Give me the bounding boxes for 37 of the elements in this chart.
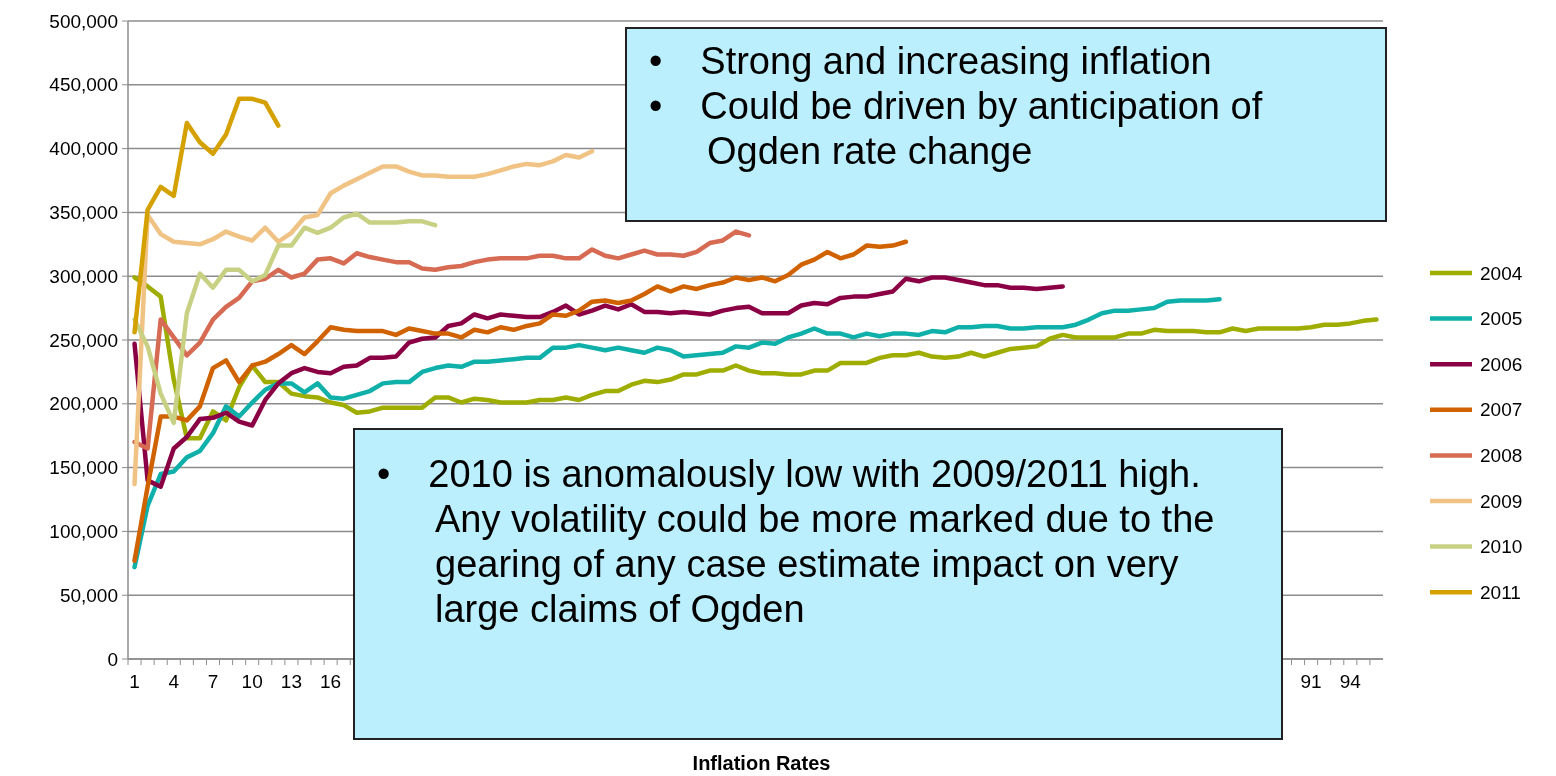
x-tick-label: 4 bbox=[168, 671, 180, 692]
legend-label: 2010 bbox=[1480, 536, 1523, 558]
x-axis-title: Inflation Rates bbox=[692, 752, 831, 774]
annotation: • Strong and increasing inflation bbox=[648, 39, 1213, 84]
callout-box: • 2010 is anomalously low with 2009/2011 high. Any volatility could be more marked due to the gearing of any case estimate impact on very large claims of Ogden bbox=[353, 428, 1283, 740]
y-tick-label: 100,000 bbox=[49, 521, 118, 543]
legend-label: 2006 bbox=[1480, 353, 1523, 375]
legend-label: 2009 bbox=[1480, 490, 1523, 512]
y-tick-label: 50,000 bbox=[59, 584, 118, 606]
line-series bbox=[132, 229, 752, 451]
x-tick-label: 10 bbox=[241, 671, 263, 692]
y-tick-label: 350,000 bbox=[49, 202, 118, 224]
y-tick-label: 400,000 bbox=[49, 138, 118, 160]
x-tick-label: 16 bbox=[320, 671, 342, 692]
x-tick-label: 91 bbox=[1300, 671, 1322, 692]
line-series bbox=[132, 275, 1379, 441]
y-tick-label: 0 bbox=[107, 648, 118, 670]
callout-box: • Strong and increasing inflation • Could be driven by anticipation of Ogden rate change bbox=[625, 27, 1387, 222]
legend-label: 2011 bbox=[1480, 581, 1521, 603]
line-series bbox=[132, 96, 281, 335]
legend-label: 2007 bbox=[1480, 399, 1523, 421]
legend-label: 2008 bbox=[1480, 445, 1523, 467]
y-tick-label: 500,000 bbox=[49, 10, 118, 32]
line-series bbox=[132, 211, 438, 426]
x-tick-label: 7 bbox=[207, 671, 219, 692]
x-tick-label: 1 bbox=[129, 671, 140, 692]
y-tick-label: 250,000 bbox=[49, 329, 118, 351]
y-tick-label: 150,000 bbox=[49, 457, 118, 479]
annotation: • Could be driven by anticipation of Ogden rate change bbox=[648, 84, 1264, 174]
annotation: • 2010 is anomalously low with 2009/2011 high. Any volatility could be more marked due to the gearing of any case estimate impact on very large claims of Ogden bbox=[376, 452, 1216, 632]
y-tick-label: 450,000 bbox=[49, 74, 118, 96]
y-tick-label: 300,000 bbox=[49, 265, 118, 287]
x-tick-label: 13 bbox=[280, 671, 302, 692]
x-tick-label: 94 bbox=[1339, 671, 1362, 692]
legend-label: 2005 bbox=[1480, 308, 1523, 330]
y-tick-label: 200,000 bbox=[49, 393, 118, 415]
legend-label: 2004 bbox=[1480, 262, 1523, 284]
